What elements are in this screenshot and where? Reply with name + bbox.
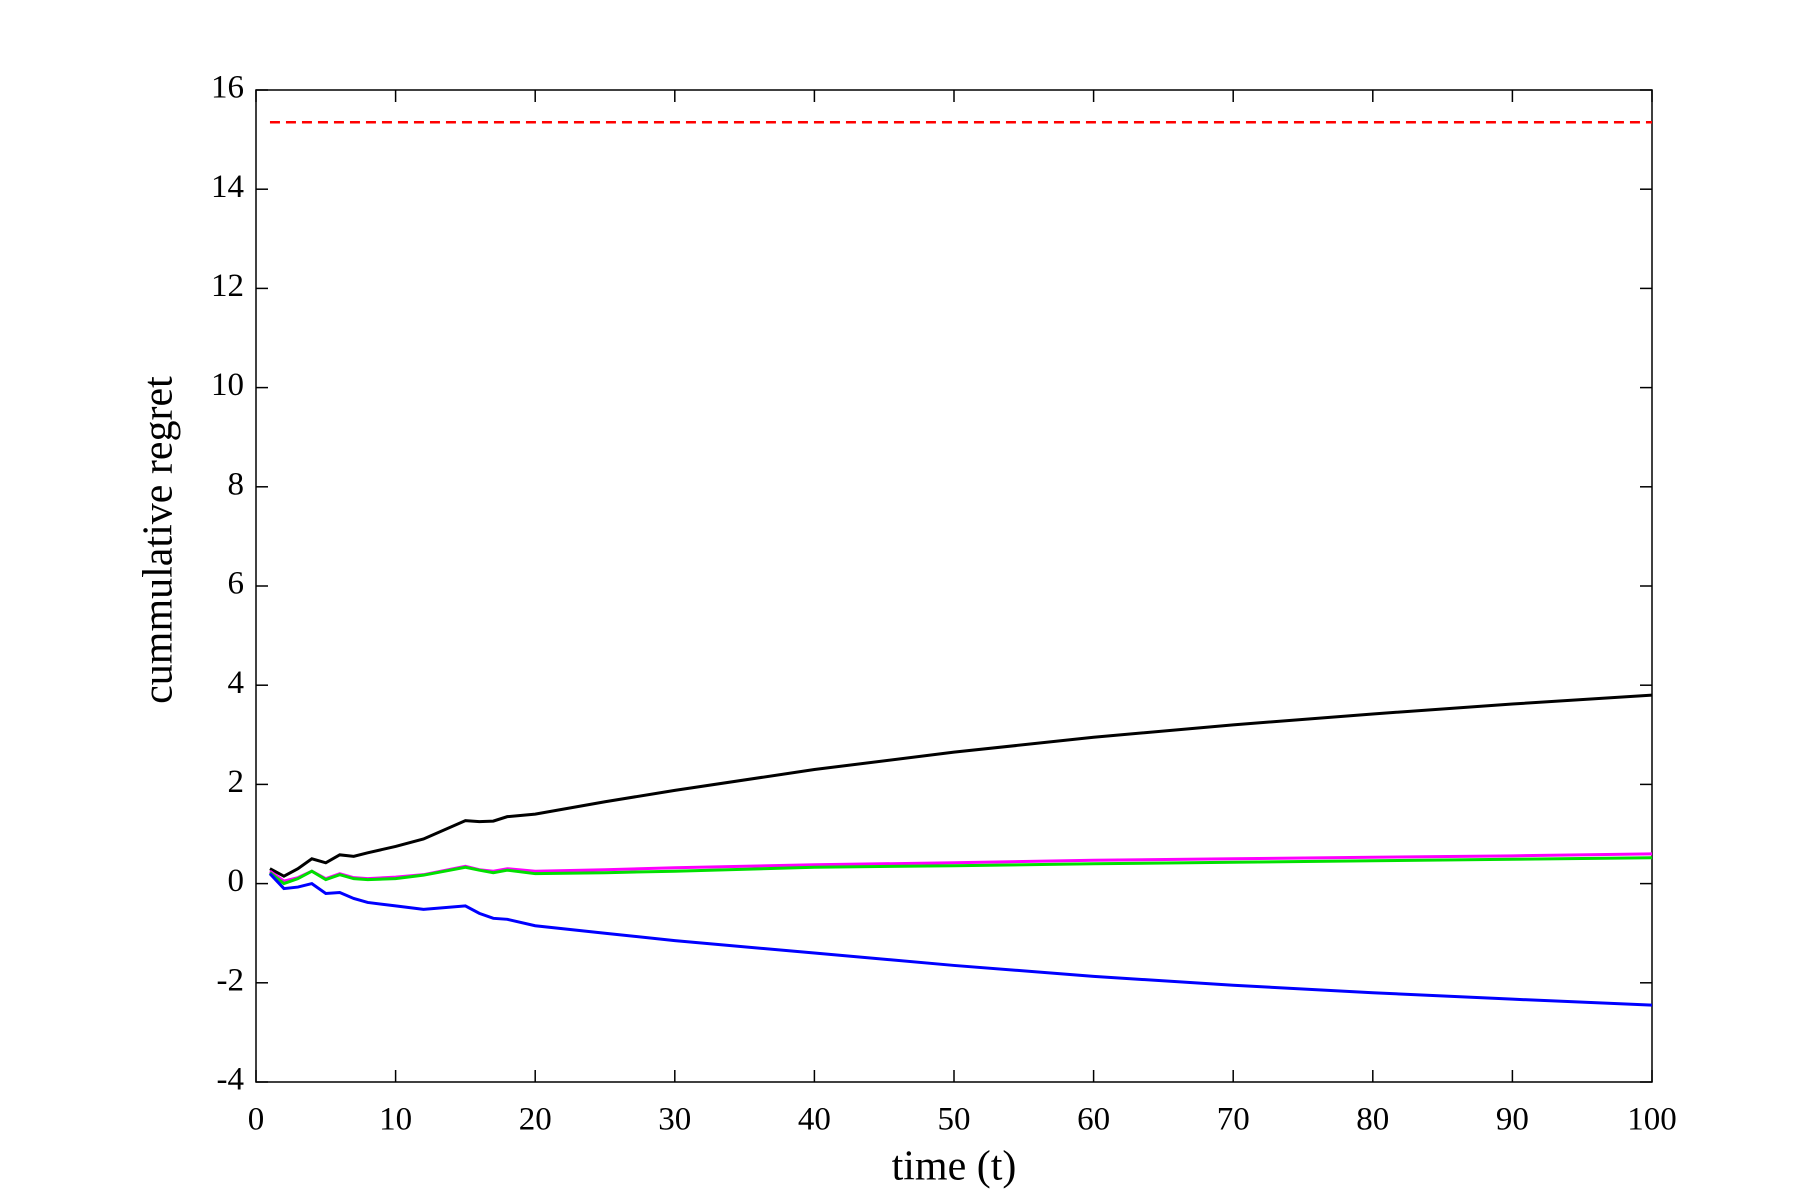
y-tick-label: 8	[228, 466, 245, 502]
x-tick-label: 100	[1627, 1102, 1677, 1138]
y-tick-label: 2	[228, 764, 245, 800]
x-tick-label: 40	[798, 1102, 831, 1138]
y-tick-label: -4	[217, 1062, 245, 1098]
y-tick-label: 0	[228, 863, 245, 899]
y-tick-label: -2	[217, 962, 245, 998]
y-tick-label: 14	[211, 169, 244, 205]
y-axis-label: cummulative regret	[136, 376, 182, 704]
plot-frame	[255, 89, 1653, 1083]
x-tick-label: 10	[379, 1102, 412, 1138]
y-tick-label: 10	[211, 367, 244, 403]
x-tick-label: 90	[1496, 1102, 1529, 1138]
x-tick-label: 30	[658, 1102, 691, 1138]
x-tick-label: 60	[1077, 1102, 1110, 1138]
y-tick-label: 16	[211, 70, 244, 106]
x-tick-label: 70	[1217, 1102, 1250, 1138]
line-series	[269, 856, 1653, 886]
y-tick-label: 12	[211, 268, 244, 304]
y-tick-label: 6	[228, 566, 245, 602]
y-tick-label: 4	[228, 665, 245, 701]
line-series	[269, 852, 1653, 883]
x-tick-label: 80	[1356, 1102, 1389, 1138]
x-tick-label: 0	[248, 1102, 265, 1138]
x-axis-label: time (t)	[892, 1144, 1017, 1190]
line-series	[269, 693, 1653, 878]
line-series	[268, 872, 1653, 1007]
x-tick-label: 50	[938, 1102, 971, 1138]
x-tick-label: 20	[519, 1102, 552, 1138]
